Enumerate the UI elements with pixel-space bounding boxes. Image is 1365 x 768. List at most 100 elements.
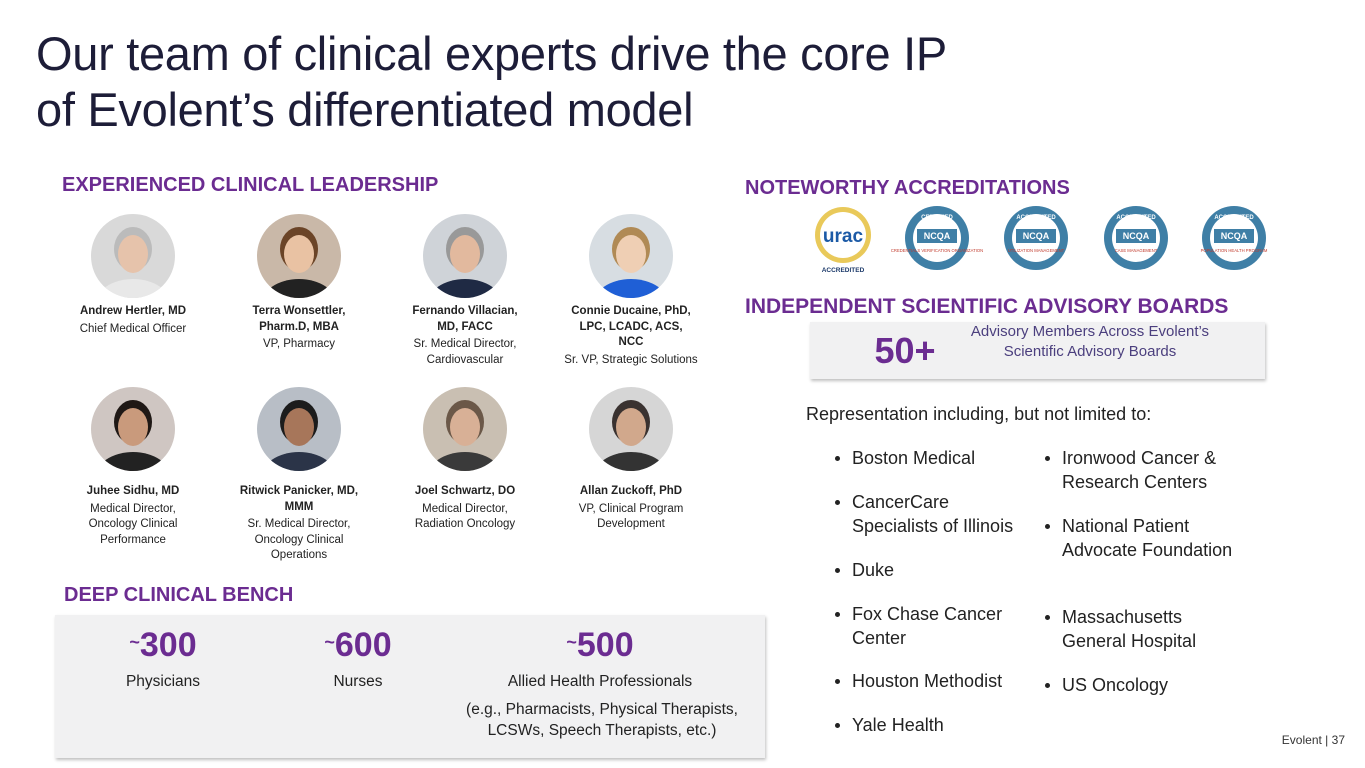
title-line: Our team of clinical experts drive the c… <box>36 27 947 80</box>
intro: Representation including, but not limite… <box>806 404 1152 424</box>
person: Allan Zuckoff, PhD VP, Clinical Program D… <box>551 484 711 533</box>
shoulders <box>427 452 503 471</box>
person-role: Medical Director, Oncology Clinical Perf… <box>88 502 178 546</box>
photo <box>423 214 507 298</box>
person: Connie Ducaine, PhD, LPC, LCADC, ACS, NC… <box>551 304 711 368</box>
face <box>450 408 480 446</box>
stat-label: Physicians <box>125 673 201 690</box>
stat-prefix: ~ <box>129 632 140 652</box>
badge-band <box>1214 229 1254 243</box>
badge-text: ACCREDITED <box>822 267 865 274</box>
badge-text: NCQA <box>1123 231 1150 241</box>
stat-label: Nurses <box>333 673 383 690</box>
shoulders <box>427 279 503 298</box>
list-item: Yale Health <box>835 713 1037 737</box>
list-item: US Oncology <box>1045 673 1247 697</box>
bench-stat: ~500 <box>566 626 633 665</box>
face <box>284 408 314 446</box>
stat-label: Allied Health Professionals <box>507 673 693 690</box>
badge-band <box>1116 229 1156 243</box>
stat-number: 500 <box>576 626 634 664</box>
badge-text: NCQA <box>1023 231 1050 241</box>
photo-content <box>589 214 673 298</box>
face <box>616 408 646 446</box>
person-role: Chief Medical Officer <box>79 322 187 335</box>
list-item: Massachusetts General Hospital <box>1045 605 1247 653</box>
list-item: Boston Medical <box>835 446 1037 470</box>
badge-text: NCQA <box>1221 231 1248 241</box>
section-heading: EXPERIENCED CLINICAL LEADERSHIP <box>62 174 439 196</box>
stat-number: 600 <box>334 626 392 664</box>
list-item: Duke <box>835 558 1037 582</box>
person-role: Sr. Medical Director, Oncology Clinical … <box>247 518 351 561</box>
person: Ritwick Panicker, MD, MMM Sr. Medical Dir… <box>219 484 379 564</box>
person-role: Sr. VP, Strategic Solutions <box>564 353 698 366</box>
person: Joel Schwartz, DO Medical Director, Radia… <box>385 484 545 533</box>
section-heading: NOTEWORTHY ACCREDITATIONS <box>745 177 1070 199</box>
photo <box>589 387 673 471</box>
shoulders <box>593 452 669 471</box>
list-item: CancerCare Specialists of Illinois <box>835 490 1037 538</box>
person-name: Juhee Sidhu, MD <box>86 485 180 497</box>
shoulders <box>261 279 337 298</box>
photo-content <box>423 214 507 298</box>
section-heading: INDEPENDENT SCIENTIFIC ADVISORY BOARDS <box>745 295 1229 318</box>
badges: urac ACCREDITED CERTIFIED NCQA CREDENTIALS V… <box>815 206 1268 274</box>
face <box>450 235 480 273</box>
person: Terra Wonsettler, Pharm.D, MBA VP, Pharma… <box>219 304 379 353</box>
person: Andrew Hertler, MD Chief Medical Officer <box>53 304 213 337</box>
title: Our team of clinical experts drive the c… <box>36 26 947 138</box>
bench-stat: ~300 <box>129 626 196 665</box>
advisory-stat: 50+ <box>874 330 936 371</box>
person: Fernando Villacian, MD, FACC Sr. Medical … <box>385 304 545 368</box>
footer-page: 37 <box>1331 733 1345 747</box>
stat-prefix: ~ <box>566 632 577 652</box>
footer-separator: | <box>1325 733 1329 747</box>
face <box>118 235 148 273</box>
badge-text: POPULATION HEALTH PROGRAM <box>1201 248 1268 253</box>
person-name: Fernando Villacian, MD, FACC <box>412 305 518 333</box>
badge-text: UTILIZATION MANAGEMENT <box>1008 248 1065 253</box>
list-item: Houston Methodist <box>835 669 1037 693</box>
section-heading: DEEP CLINICAL BENCH <box>64 584 294 606</box>
photo-content <box>257 214 341 298</box>
photo <box>257 387 341 471</box>
photo-content <box>91 214 175 298</box>
badge-text: ACCREDITED <box>1116 215 1156 221</box>
person-role: VP, Clinical Program Development <box>578 502 684 531</box>
footer-company: Evolent <box>1281 733 1322 747</box>
list-item: Fox Chase Cancer Center <box>835 602 1037 650</box>
person-role: Sr. Medical Director, Cardiovascular <box>413 338 517 366</box>
person-name: Joel Schwartz, DO <box>414 485 516 497</box>
photo <box>91 214 175 298</box>
badge-text: CERTIFIED <box>921 215 953 221</box>
badge-band <box>1016 229 1056 243</box>
face <box>616 235 646 273</box>
photo <box>423 387 507 471</box>
footer: Evolent | 37 <box>1282 733 1345 747</box>
shoulders <box>593 279 669 298</box>
badge-text: ACCREDITED <box>1016 215 1056 221</box>
person-role: Medical Director, Radiation Oncology <box>414 502 516 531</box>
person-name: Andrew Hertler, MD <box>79 305 187 317</box>
list-item: National Patient Advocate Foundation <box>1045 514 1247 562</box>
shoulders <box>95 279 171 298</box>
stat-note: (e.g., Pharmacists, Physical Therapists,… <box>466 701 738 739</box>
person-name: Allan Zuckoff, PhD <box>579 485 683 497</box>
photo-content <box>91 387 175 471</box>
badge-band <box>917 229 957 243</box>
badge-text: NCQA <box>924 231 951 241</box>
title-line: of Evolent’s differentiated model <box>36 83 694 136</box>
person-name: Connie Ducaine, PhD, LPC, LCADC, ACS, NC… <box>571 305 691 348</box>
bench-stat: ~600 <box>324 626 391 665</box>
list-item: Ironwood Cancer & Research Centers <box>1045 446 1247 494</box>
photo <box>257 214 341 298</box>
badge-text: CASE MANAGEMENT <box>1115 248 1158 253</box>
badge-inner <box>820 212 866 258</box>
photo <box>589 214 673 298</box>
stat-number: 300 <box>139 626 197 664</box>
person-name: Terra Wonsettler, Pharm.D, MBA <box>252 305 346 333</box>
shoulders <box>95 452 171 471</box>
person: Juhee Sidhu, MD Medical Director, Oncolog… <box>53 484 213 548</box>
